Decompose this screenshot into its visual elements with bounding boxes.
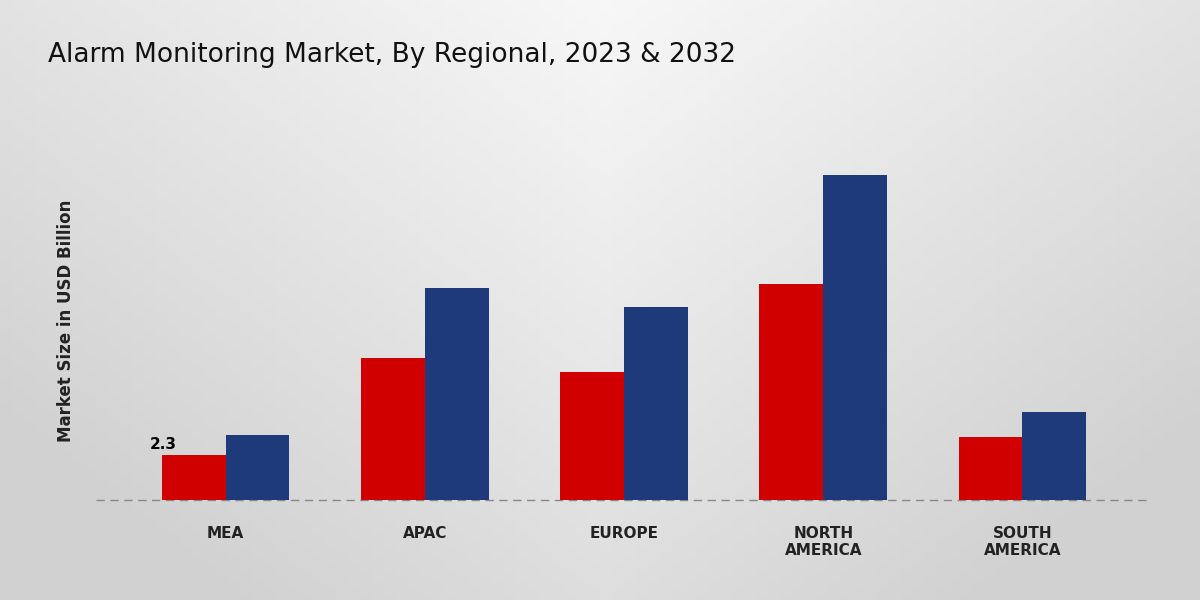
Text: Alarm Monitoring Market, By Regional, 2023 & 2032: Alarm Monitoring Market, By Regional, 20… [48, 42, 736, 68]
Bar [226, 435, 289, 500]
Legend: 2023, 2032: 2023, 2032 [683, 0, 911, 4]
Bar [760, 284, 823, 500]
Bar [959, 437, 1022, 500]
Bar [425, 287, 488, 500]
Bar [162, 455, 226, 500]
Bar [361, 358, 425, 500]
Bar [823, 175, 887, 500]
Y-axis label: Market Size in USD Billion: Market Size in USD Billion [58, 200, 76, 442]
Bar [560, 372, 624, 500]
Bar [624, 307, 688, 500]
Text: 2.3: 2.3 [150, 437, 176, 452]
Bar [1022, 412, 1086, 500]
